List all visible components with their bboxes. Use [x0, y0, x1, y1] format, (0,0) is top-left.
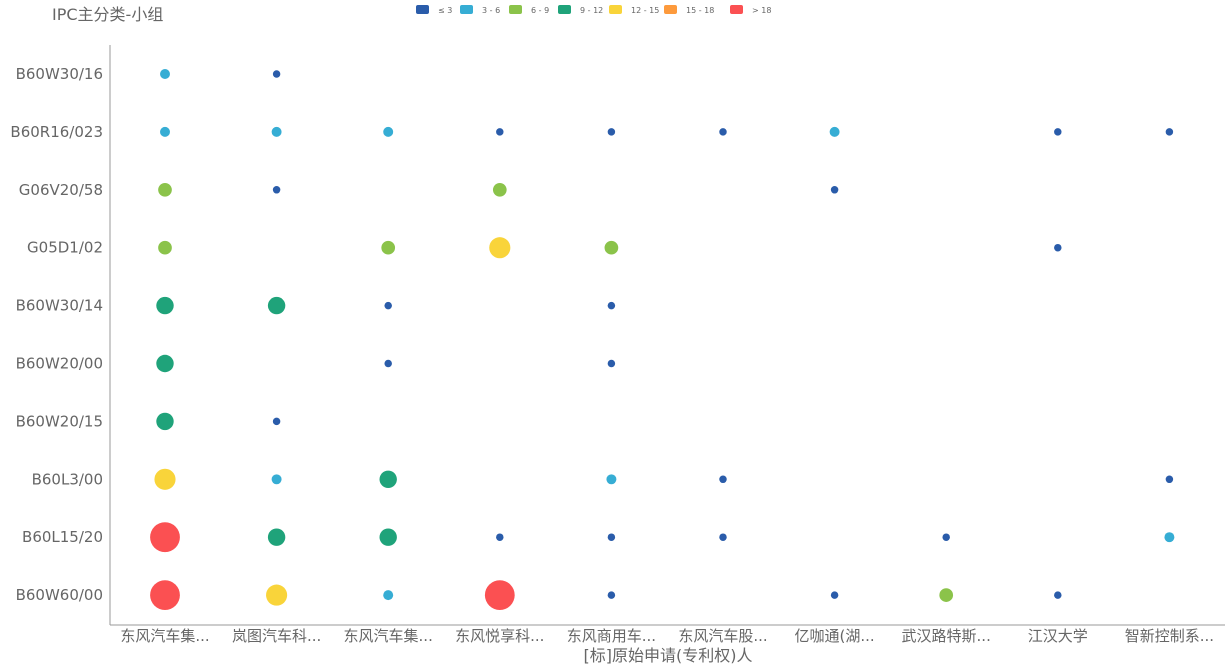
bubble[interactable] [485, 580, 515, 610]
bubble-chart: IPC主分类-小组 [标]原始申请(专利权)人 ≤ 3 3 - 6 6 - 9 9 -… [0, 0, 1231, 671]
bubble[interactable] [608, 533, 615, 540]
bubble[interactable] [719, 128, 726, 135]
bubble[interactable] [160, 127, 170, 137]
bubble[interactable] [608, 302, 615, 309]
bubble[interactable] [384, 360, 391, 367]
legend-label: > 18 [752, 6, 771, 15]
x-axis-title: [标]原始申请(专利权)人 [584, 646, 753, 665]
bubble[interactable] [160, 69, 170, 79]
y-tick-label: B60W60/00 [16, 586, 103, 604]
bubble[interactable] [1054, 591, 1061, 598]
x-tick-label: 东风商用车... [567, 627, 656, 645]
legend-swatch[interactable] [730, 5, 743, 14]
legend-swatch[interactable] [664, 5, 677, 14]
bubble[interactable] [605, 241, 619, 255]
bubble[interactable] [273, 418, 280, 425]
x-tick-label: 武汉路特斯... [902, 627, 991, 645]
bubble[interactable] [381, 241, 395, 255]
legend-label: ≤ 3 [438, 6, 452, 15]
chart-svg: IPC主分类-小组 [标]原始申请(专利权)人 ≤ 3 3 - 6 6 - 9 9 -… [0, 0, 1231, 671]
bubble[interactable] [496, 533, 503, 540]
legend-swatch[interactable] [509, 5, 522, 14]
bubble[interactable] [154, 469, 175, 490]
bubble[interactable] [384, 302, 391, 309]
bubble[interactable] [719, 533, 726, 540]
bubble[interactable] [273, 186, 280, 193]
legend-swatch[interactable] [609, 5, 622, 14]
legend-swatch[interactable] [558, 5, 571, 14]
x-tick-label: 江汉大学 [1028, 627, 1088, 645]
y-tick-label: G06V20/58 [19, 181, 103, 199]
bubble[interactable] [496, 128, 503, 135]
y-tick-label: B60L3/00 [32, 470, 103, 488]
legend-label: 6 - 9 [531, 6, 549, 15]
x-tick-label: 智新控制系... [1125, 627, 1214, 645]
bubble[interactable] [156, 297, 173, 314]
bubble[interactable] [273, 70, 280, 77]
bubble[interactable] [942, 533, 949, 540]
y-tick-label: B60W20/00 [16, 355, 103, 373]
legend-label: 12 - 15 [631, 6, 659, 15]
bubble[interactable] [1166, 128, 1173, 135]
y-tick-label: B60W30/14 [16, 297, 103, 315]
legend-swatch[interactable] [416, 5, 429, 14]
legend-label: 15 - 18 [686, 6, 714, 15]
bubble[interactable] [383, 590, 393, 600]
bubble[interactable] [158, 241, 172, 255]
bubble[interactable] [719, 476, 726, 483]
y-tick-label: B60R16/023 [10, 123, 103, 141]
x-tick-label: 东风汽车集... [120, 627, 209, 645]
legend-swatch[interactable] [460, 5, 473, 14]
bubble[interactable] [493, 183, 507, 197]
bubble[interactable] [272, 127, 282, 137]
y-tick-label: B60W30/16 [16, 65, 103, 83]
bubble[interactable] [606, 474, 616, 484]
bubble[interactable] [383, 127, 393, 137]
bubble[interactable] [1166, 476, 1173, 483]
bubble[interactable] [608, 128, 615, 135]
bubble[interactable] [830, 127, 840, 137]
x-tick-label: 东风悦享科... [455, 627, 544, 645]
y-tick-label: G05D1/02 [27, 239, 103, 257]
bubble[interactable] [380, 529, 397, 546]
bubble[interactable] [150, 580, 180, 610]
bubble[interactable] [380, 471, 397, 488]
bubble[interactable] [266, 585, 287, 606]
legend-label: 3 - 6 [482, 6, 500, 15]
bubble[interactable] [150, 522, 180, 552]
bubble[interactable] [939, 588, 953, 602]
bubble[interactable] [1054, 128, 1061, 135]
bubble[interactable] [489, 237, 510, 258]
legend: ≤ 3 3 - 6 6 - 9 9 - 12 12 - 15 15 - 18 > 18 [416, 5, 771, 15]
bubble[interactable] [156, 355, 173, 372]
bubble[interactable] [272, 474, 282, 484]
x-tick-label: 东风汽车股... [678, 627, 767, 645]
y-axis-title: IPC主分类-小组 [52, 5, 163, 24]
bubble[interactable] [1054, 244, 1061, 251]
x-tick-label: 东风汽车集... [344, 627, 433, 645]
bubble[interactable] [1164, 532, 1174, 542]
bubble[interactable] [156, 413, 173, 430]
bubble[interactable] [831, 591, 838, 598]
y-tick-label: B60W20/15 [16, 412, 103, 430]
bubble[interactable] [268, 529, 285, 546]
bubble[interactable] [831, 186, 838, 193]
x-tick-label: 岚图汽车科... [232, 627, 321, 645]
bubble[interactable] [608, 591, 615, 598]
bubble[interactable] [268, 297, 285, 314]
legend-label: 9 - 12 [580, 6, 603, 15]
x-tick-label: 亿咖通(湖... [795, 627, 875, 645]
y-tick-label: B60L15/20 [22, 528, 103, 546]
bubble[interactable] [608, 360, 615, 367]
bubble[interactable] [158, 183, 172, 197]
